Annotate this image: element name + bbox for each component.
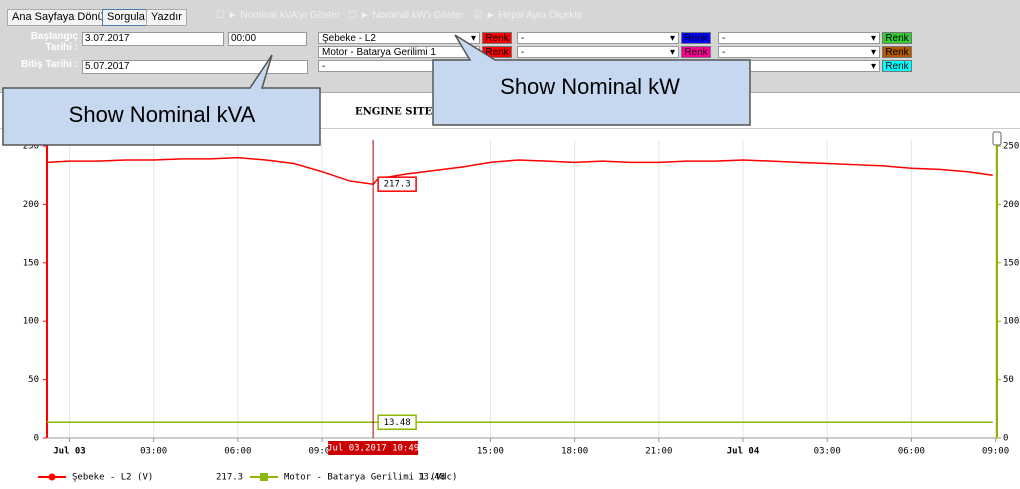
y2-tick-label: 0: [1003, 434, 1008, 444]
print-button[interactable]: Yazdır: [146, 9, 187, 26]
legend-label: Motor - Batarya Gerilimi 1 (Vdc): [284, 473, 457, 483]
checkbox[interactable]: ☐ ► Nominal kVA'yı Göster: [216, 10, 340, 21]
y-tick-label: 250: [23, 142, 39, 152]
y-tick-label: 0: [34, 434, 39, 444]
y-tick-label: 100: [23, 317, 39, 327]
callouts: Show Nominal kVA Show Nominal kW: [2, 34, 751, 146]
checkbox-label: Hepsi Aynı Ölçekte: [498, 10, 583, 21]
scroll-handle: [992, 131, 1002, 146]
x-tick-label: 15:00: [477, 447, 504, 457]
x-tick-label: Jul 03: [53, 447, 86, 457]
y2-tick-label: 50: [1003, 375, 1014, 385]
y2-tick-label: 100: [1003, 317, 1019, 327]
legend-value: 217.3: [216, 473, 243, 483]
series-select[interactable]: -: [718, 46, 880, 59]
plot-border: [0, 128, 1020, 129]
y2-tick-label: 150: [1003, 258, 1019, 268]
start-time[interactable]: 00:00: [228, 32, 307, 46]
checkbox[interactable]: ☐ ► Nominal kW'ı Göster: [348, 10, 464, 21]
color-button[interactable]: Renk: [681, 46, 711, 58]
y-tick-label: 50: [28, 375, 39, 385]
series-select[interactable]: -: [517, 46, 679, 59]
color-button[interactable]: Renk: [882, 46, 912, 58]
x-tick-label: 06:00: [224, 447, 251, 457]
y-tick-label: 150: [23, 258, 39, 268]
start-date[interactable]: 3.07.2017: [82, 32, 224, 46]
end-date[interactable]: 5.07.2017: [82, 60, 308, 74]
x-tick-label: 09:00: [308, 447, 335, 457]
color-button[interactable]: Renk: [882, 60, 912, 72]
series-select[interactable]: -: [718, 32, 880, 45]
color-button[interactable]: Renk: [482, 32, 512, 44]
legend-symbol: [48, 473, 56, 481]
x-tick-label: Jul 04: [727, 447, 760, 457]
y-tick-label: 200: [23, 200, 39, 210]
tooltip-value: 13.48: [384, 418, 411, 428]
x-tick-label: 21:00: [645, 447, 672, 457]
tooltip-box: [377, 414, 417, 431]
legend-label: Şebeke - L2 (V): [72, 473, 153, 483]
x-tick-label: 06:00: [898, 447, 925, 457]
callout-box: [432, 34, 751, 126]
x-tick-label: 18:00: [561, 447, 588, 457]
legend-value: 13.48: [418, 473, 445, 483]
series-select[interactable]: Şebeke - L2: [318, 32, 480, 45]
tooltip-value: 217.3: [384, 180, 411, 190]
checkbox-label: Nominal kVA'yı Göster: [240, 10, 340, 21]
callout-text: Show Nominal kVA: [69, 102, 256, 127]
callout-box: [2, 54, 321, 146]
y2-tick-label: 250: [1003, 142, 1019, 152]
chart-title: ENGINE SITE I: [355, 107, 441, 118]
callout-text: Show Nominal kW: [500, 74, 680, 99]
crosshair-label: Jul 03,2017 10:49: [327, 444, 419, 454]
legend-symbol: [260, 473, 268, 481]
color-button[interactable]: Renk: [482, 46, 512, 58]
x-tick-label: 03:00: [140, 447, 167, 457]
home-button[interactable]: Ana Sayfaya Dönüş: [7, 9, 115, 26]
x-tick-label: 03:00: [814, 447, 841, 457]
color-button[interactable]: Renk: [681, 32, 711, 44]
series-select[interactable]: -: [517, 32, 679, 45]
crosshair-label-bg: [328, 441, 419, 455]
start-label: Başlangıç Tarihi :: [30, 31, 78, 53]
x-tick-label: 09:00: [982, 447, 1009, 457]
tooltip-box: [377, 176, 417, 192]
checkbox[interactable]: ☑ ► Hepsi Aynı Ölçekte: [474, 10, 583, 21]
y2-tick-label: 200: [1003, 200, 1019, 210]
end-label: Bitiş Tarihi :: [20, 59, 78, 70]
series-line: [46, 156, 993, 185]
color-button[interactable]: Renk: [882, 32, 912, 44]
checkbox-label: Nominal kW'ı Göster: [372, 10, 464, 21]
